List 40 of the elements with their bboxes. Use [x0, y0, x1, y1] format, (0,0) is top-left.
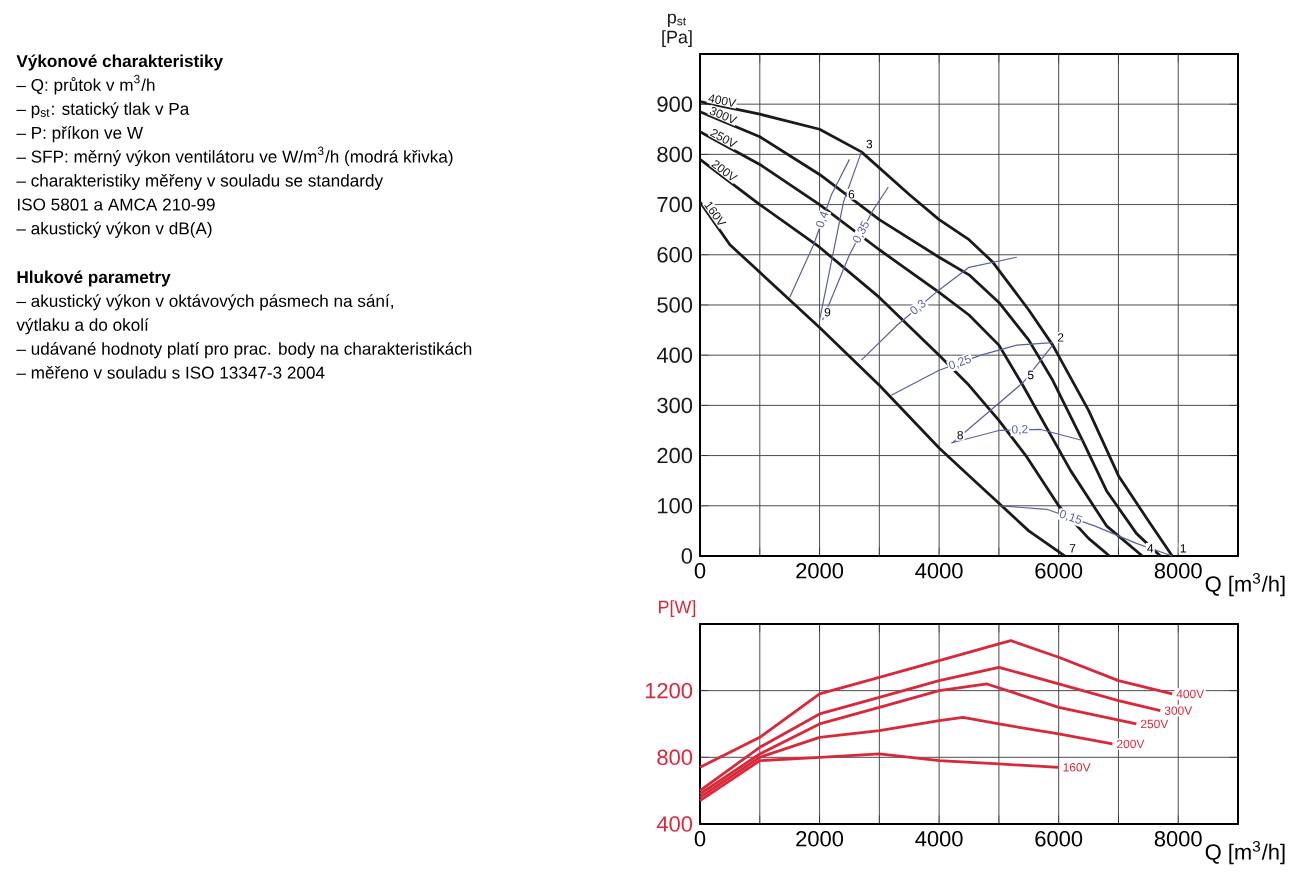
- y-axis-title: P[W]: [659, 600, 696, 617]
- x-axis-title: Q [m$^{3}$/h]: [1205, 840, 1285, 865]
- text: – p$_{st}$: statický tlak v Pa: [16, 102, 190, 119]
- y-tick-label: 200: [657, 447, 693, 464]
- x-tick-label: 6000: [1035, 831, 1083, 847]
- y-tick-label: 600: [657, 247, 693, 263]
- y-tick-label: 400: [656, 816, 693, 832]
- x-tick-label: 4000: [915, 831, 963, 847]
- x-tick-label: 2000: [796, 831, 844, 847]
- y-tick-label: 300: [657, 397, 693, 414]
- x-tick-label: 2000: [796, 563, 844, 579]
- x-axis-title: Q [m$^{3}$/h]: [1205, 572, 1285, 597]
- y-tick-label: 800: [657, 749, 693, 766]
- y-tick-label: 1200: [645, 682, 693, 699]
- text: – SFP: měrný výkon ventilátoru ve W/m$^{3}$/h (modrá křivka): [16, 146, 453, 167]
- x-tick-label: 0: [694, 563, 706, 579]
- x-tick-label: 8000: [1154, 831, 1202, 847]
- x-tick-label: 4000: [915, 563, 963, 579]
- text: – měřeno v souladu s ISO 13347-3 2004: [16, 366, 325, 379]
- x-tick-label: 6000: [1035, 563, 1083, 579]
- text: Hlukové parametry: [17, 270, 171, 287]
- text: – P: příkon ve W: [16, 126, 143, 143]
- y-tick-label: 100: [658, 498, 693, 514]
- y-tick-label: 700: [657, 196, 693, 213]
- text: – udávané hodnoty platí pro prac. body na charakteristikách: [16, 342, 472, 359]
- text: – charakteristiky měřeny v souladu se standardy: [16, 174, 384, 191]
- x-tick-label: 8000: [1154, 563, 1202, 579]
- text: výtlaku a do okolí: [16, 318, 149, 335]
- text: – akustický výkon v dB(A): [16, 221, 212, 238]
- x-tick-label: 0: [694, 831, 706, 847]
- text: ISO 5801 a AMCA 210-99: [18, 198, 215, 211]
- y-tick-label: 500: [657, 297, 693, 313]
- text: – Q: průtok v m$^{3}$/h: [16, 74, 155, 95]
- y-tick-label: 900: [657, 96, 693, 112]
- y-tick-label: 0: [681, 548, 693, 564]
- text: – akustický výkon v oktávových pásmech na sání,: [16, 294, 393, 311]
- y-tick-label: 800: [657, 146, 693, 163]
- y-axis-title: p$_{st}$ [Pa]: [662, 13, 692, 47]
- text: Výkonové charakteristiky: [16, 54, 223, 71]
- y-tick-label: 400: [656, 347, 693, 363]
